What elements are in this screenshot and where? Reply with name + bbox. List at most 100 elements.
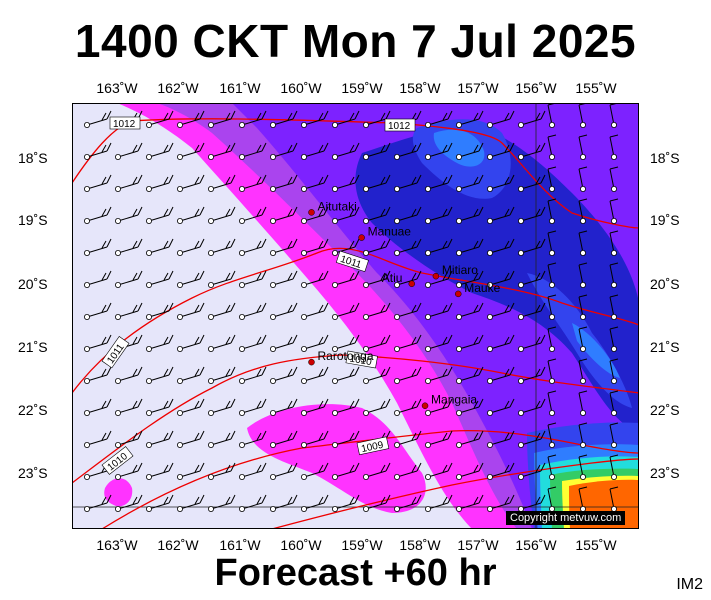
wind-barb	[424, 110, 453, 128]
wind-barb	[455, 334, 484, 352]
wind-barb	[362, 398, 391, 416]
wind-barb	[146, 334, 174, 352]
wind-barb	[146, 110, 174, 128]
wind-barb	[455, 174, 484, 193]
places-layer: Aitutaki Manuae Mitiaro Atiu Mauke Rarotonga M…	[308, 199, 501, 409]
wind-barb	[238, 366, 267, 384]
lat-label: 18˚S	[18, 150, 48, 166]
wind-barb	[331, 462, 360, 480]
lon-label-bottom: 155˚W	[575, 537, 617, 553]
place-marker	[421, 402, 429, 409]
wind-barb	[238, 334, 267, 352]
wind-barb	[207, 334, 236, 352]
wind-barb	[578, 134, 588, 161]
precip-light-blue	[433, 129, 485, 167]
wind-barb	[578, 390, 588, 416]
wind-barb	[424, 206, 453, 225]
wind-barb	[486, 270, 515, 288]
place-marker	[432, 272, 440, 280]
wind-barb	[486, 110, 515, 128]
lat-label-right: 18˚S	[650, 150, 680, 166]
wind-barb	[331, 494, 360, 512]
weather-map: 1012 1012 1011 1011 1010 1010 1009	[72, 103, 639, 529]
wind-barb	[455, 494, 484, 512]
wind-barb	[238, 238, 267, 256]
wind-barb	[238, 494, 267, 512]
wind-barb	[424, 334, 453, 352]
wind-barb	[393, 430, 422, 448]
wind-barb	[517, 462, 546, 480]
wind-barb	[269, 430, 298, 448]
wind-barb	[177, 494, 205, 512]
wind-barb	[177, 238, 205, 256]
wind-barb	[146, 398, 174, 416]
wind-barb	[578, 198, 588, 225]
wind-barb	[455, 462, 484, 480]
wind-barb	[547, 230, 557, 256]
precip-dark-blue	[355, 123, 639, 433]
wind-barb	[517, 430, 546, 448]
wind-barb	[146, 462, 174, 480]
isobar-label-box	[356, 436, 390, 456]
wind-barb	[269, 494, 298, 512]
wind-barb	[238, 142, 267, 161]
wind-barb	[177, 142, 205, 161]
isobar-label-box	[101, 446, 134, 475]
wind-barb	[362, 142, 391, 161]
wind-barb	[83, 494, 112, 512]
wind-barb	[83, 270, 112, 288]
wind-barb	[424, 302, 453, 320]
lon-label: 159˚W	[341, 80, 383, 96]
lon-label: 157˚W	[457, 80, 499, 96]
wind-barb	[609, 134, 619, 161]
wind-barb	[455, 270, 484, 288]
wind-barb	[424, 142, 453, 161]
wind-barb	[393, 334, 422, 352]
wind-barb	[547, 326, 557, 352]
wind-barb	[238, 462, 267, 480]
place-label: Mangaia	[431, 393, 477, 407]
wind-barb	[115, 462, 143, 480]
wind-barb	[609, 198, 619, 225]
wind-barb	[547, 166, 557, 193]
wind-barb	[362, 494, 391, 512]
wind-barb	[115, 142, 143, 161]
wind-barb	[238, 270, 267, 288]
wind-barb	[115, 398, 143, 416]
wind-barb	[424, 366, 453, 384]
wind-barb	[331, 334, 360, 352]
lon-label-bottom: 156˚W	[515, 537, 557, 553]
lon-label-bottom: 160˚W	[280, 537, 322, 553]
lat-label: 22˚S	[18, 402, 48, 418]
wind-barb	[455, 142, 484, 161]
wind-barb	[578, 294, 588, 320]
wind-barb	[547, 294, 557, 320]
isobar-label-box	[101, 336, 130, 369]
wind-barb	[331, 206, 360, 225]
wind-barb	[300, 302, 329, 320]
place-label: Mauke	[464, 281, 500, 295]
wind-barb	[424, 462, 453, 480]
wind-barb	[362, 206, 391, 225]
wind-barb	[115, 366, 143, 384]
lat-label-right: 21˚S	[650, 339, 680, 355]
wind-barb	[517, 366, 546, 384]
wind-barb	[207, 206, 236, 225]
precip-magenta	[104, 478, 133, 507]
wind-barb	[83, 302, 112, 320]
lat-label-right: 19˚S	[650, 212, 680, 228]
wind-barb	[83, 430, 112, 448]
lat-label: 21˚S	[18, 339, 48, 355]
isobar-label-box	[384, 118, 416, 132]
wind-barb	[300, 238, 329, 256]
wind-barb	[547, 454, 557, 480]
wind-barb	[393, 174, 422, 193]
wind-barb	[83, 334, 112, 352]
wind-barb	[455, 430, 484, 448]
wind-barb	[207, 398, 236, 416]
wind-barb	[300, 398, 329, 416]
lon-label: 156˚W	[515, 80, 557, 96]
wind-barb	[486, 142, 515, 161]
wind-barb	[300, 494, 329, 512]
wind-barb	[269, 366, 298, 384]
